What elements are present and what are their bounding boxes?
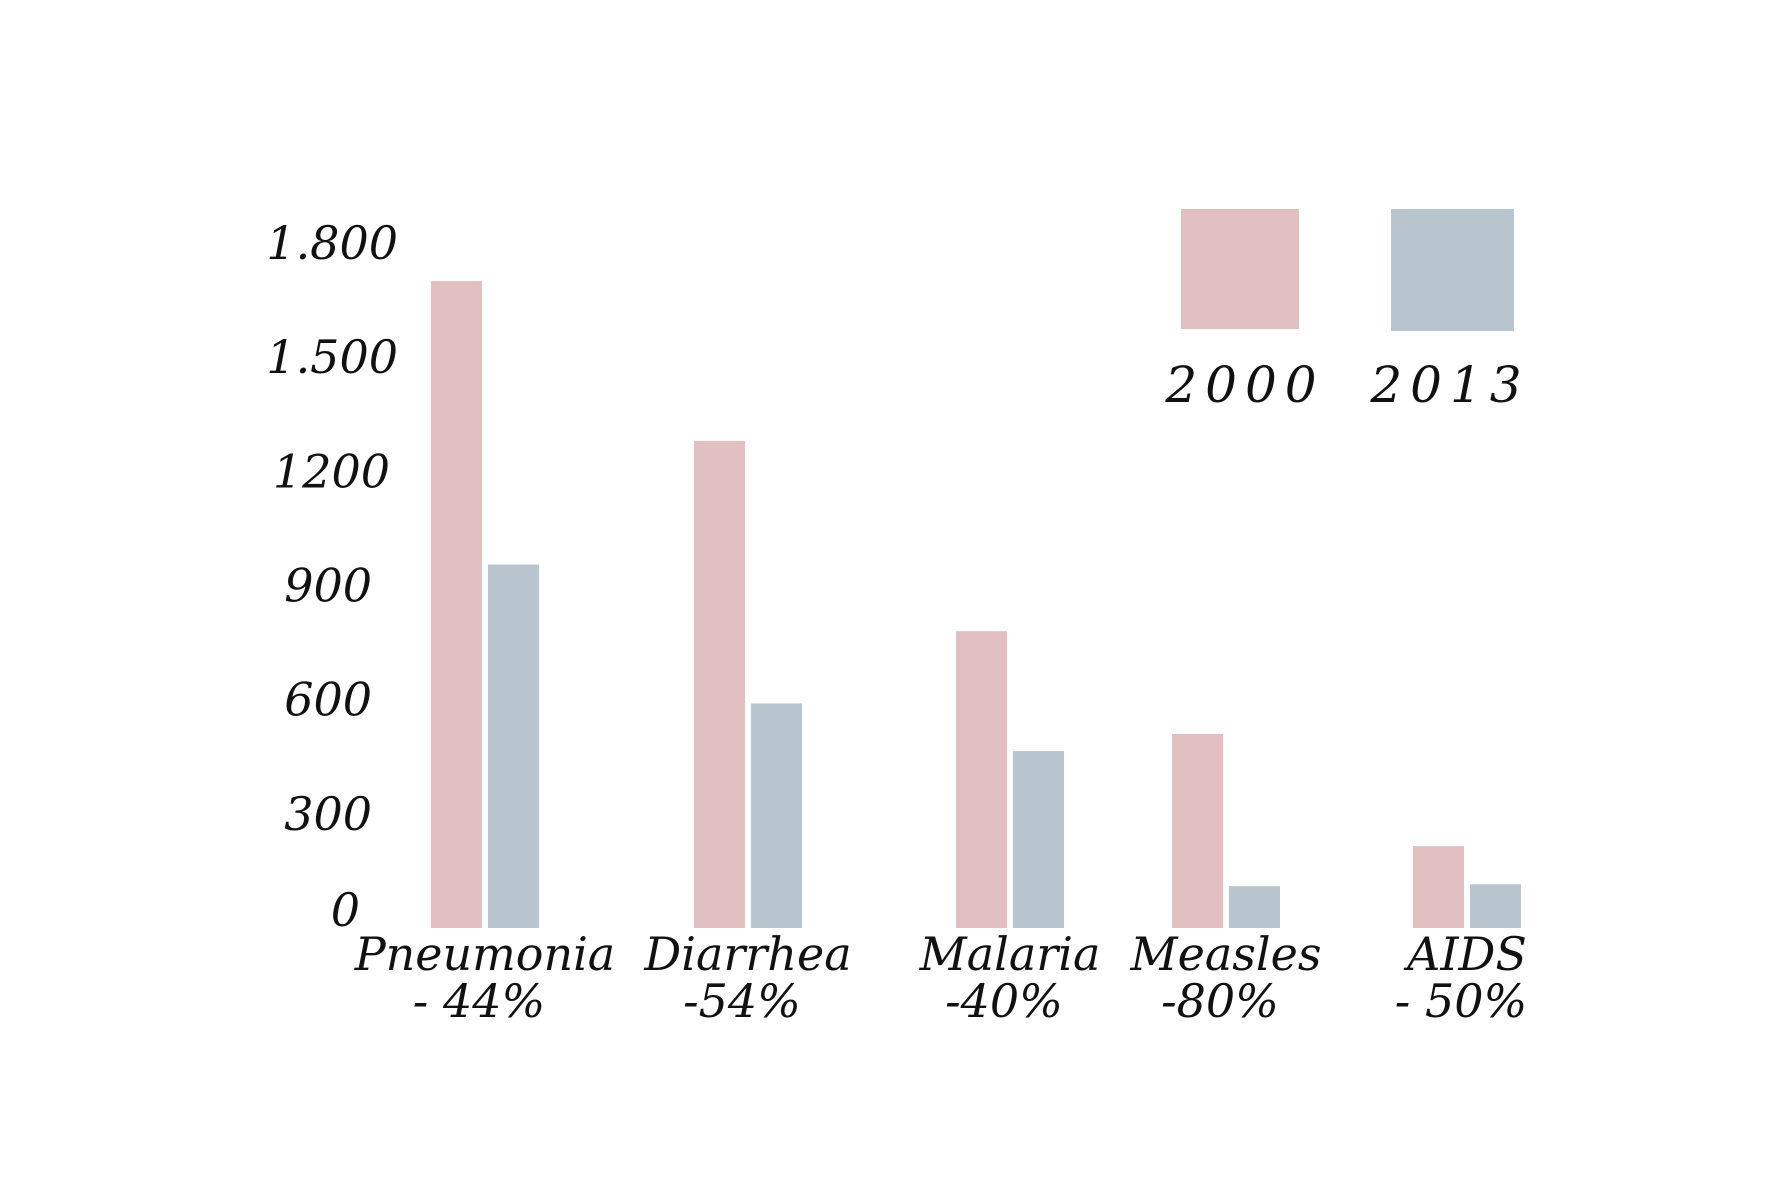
y-axis-ticks: 0 300 600 900 1200 1.500 1.800 [266, 216, 398, 937]
change-label: - 44% [413, 974, 545, 1028]
y-tick-label: 1200 [273, 444, 390, 498]
change-label: -80% [1161, 974, 1279, 1028]
category-label: Diarrhea [643, 927, 851, 981]
legend-label: 2013 [1369, 356, 1529, 414]
category-label: Pneumonia [354, 927, 616, 981]
y-tick-label: 1.500 [266, 330, 398, 384]
legend-swatch-2000 [1181, 209, 1299, 329]
legend-label: 2000 [1164, 356, 1324, 414]
y-tick-label: 300 [284, 787, 372, 841]
bar-malaria-2013 [1013, 751, 1064, 928]
change-label: -40% [945, 974, 1063, 1028]
bar-measles-2013 [1229, 886, 1280, 928]
change-label: -54% [683, 974, 801, 1028]
y-tick-label: 600 [284, 673, 372, 727]
bar-pneumonia-2013 [488, 564, 539, 928]
bars [431, 281, 1521, 928]
bar-aids-2013 [1470, 884, 1521, 928]
y-tick-label: 1.800 [266, 216, 398, 270]
category-label: Malaria [919, 927, 1101, 981]
bar-aids-2000 [1413, 846, 1464, 928]
legend: 2000 2013 [1164, 209, 1529, 414]
bar-diarrhea-2013 [751, 703, 802, 928]
bar-pneumonia-2000 [431, 281, 482, 928]
change-label: - 50% [1395, 974, 1527, 1028]
legend-swatch-2013 [1391, 209, 1514, 331]
category-label: AIDS [1403, 927, 1527, 981]
bar-malaria-2000 [956, 631, 1007, 928]
bar-diarrhea-2000 [694, 440, 745, 928]
y-tick-label: 0 [331, 883, 360, 937]
y-tick-label: 900 [284, 559, 372, 613]
x-axis-labels: Pneumonia- 44% Diarrhea-54% Malaria-40% Mea… [354, 927, 1527, 1028]
bar-measles-2000 [1172, 733, 1223, 928]
category-label: Measles [1130, 927, 1322, 981]
